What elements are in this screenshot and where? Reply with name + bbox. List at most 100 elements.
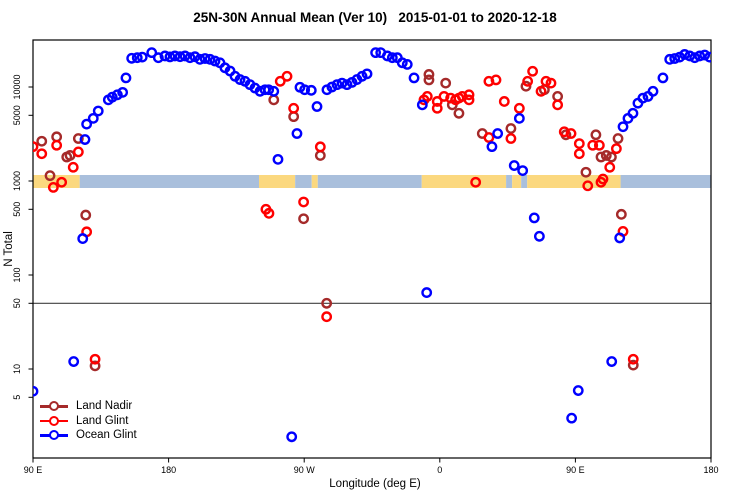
map-band-ocean: [521, 175, 528, 188]
data-point: [587, 139, 599, 151]
data-point: [453, 107, 465, 119]
data-point: [209, 55, 221, 67]
data-point: [684, 50, 696, 62]
data-point: [179, 50, 191, 62]
data-point: [80, 209, 92, 221]
data-point: [263, 84, 275, 96]
data-point: [136, 51, 148, 63]
data-point: [517, 165, 529, 177]
data-point: [298, 196, 309, 208]
data-point: [204, 53, 216, 65]
data-point: [44, 170, 56, 182]
data-point: [263, 207, 275, 219]
data-point: [268, 85, 280, 97]
data-point: [92, 105, 104, 117]
y-tick-label: 10000: [12, 74, 22, 99]
data-point: [463, 89, 475, 101]
data-point: [169, 50, 181, 62]
map-band-ocean: [317, 175, 422, 188]
data-point: [72, 133, 84, 144]
data-point: [146, 47, 158, 59]
data-point: [321, 311, 333, 323]
data-point: [593, 139, 605, 151]
data-point: [36, 148, 48, 160]
data-point: [604, 161, 616, 173]
data-point: [463, 94, 475, 106]
data-point: [305, 84, 317, 96]
y-tick-label: 500: [12, 202, 22, 217]
data-point: [298, 213, 309, 225]
data-point: [72, 146, 84, 158]
data-point: [299, 84, 311, 96]
data-point: [194, 53, 206, 65]
x-tick-label: 180: [703, 465, 718, 475]
data-point: [33, 141, 39, 153]
x-tick-label: 90 W: [294, 465, 316, 475]
data-point: [679, 49, 691, 60]
data-point: [566, 412, 578, 424]
data-point: [552, 91, 564, 102]
data-point: [535, 85, 547, 97]
data-point: [272, 153, 284, 165]
data-point: [291, 128, 303, 139]
data-point: [694, 50, 706, 62]
data-point: [286, 431, 298, 443]
data-point: [174, 51, 186, 63]
map-band-land: [311, 175, 318, 188]
data-point: [513, 112, 525, 124]
series-ocean-glint: [33, 47, 711, 443]
data-point: [234, 74, 246, 85]
data-point: [288, 102, 300, 114]
data-point: [336, 77, 348, 89]
legend-label: Ocean Glint: [76, 429, 137, 442]
plot-frame: [32, 39, 712, 459]
y-tick-label: 5: [12, 395, 22, 400]
data-point: [483, 132, 495, 143]
data-point: [311, 101, 323, 112]
series-land-nadir: [36, 69, 639, 372]
data-point: [421, 287, 433, 298]
y-tick-label: 100: [12, 267, 22, 282]
data-point: [131, 52, 143, 64]
map-band-ocean: [295, 175, 312, 188]
data-point: [423, 74, 435, 86]
map-band-ocean: [79, 175, 259, 188]
data-point: [331, 79, 343, 91]
data-point: [545, 77, 557, 89]
data-point: [704, 51, 711, 63]
data-point: [632, 97, 644, 109]
data-point: [314, 141, 326, 153]
data-point: [120, 72, 132, 84]
data-point: [513, 102, 525, 114]
data-point: [159, 50, 171, 62]
land-nadir-marker-icon: [40, 399, 68, 413]
data-point: [486, 141, 498, 153]
data-point: [89, 360, 101, 372]
data-point: [68, 356, 80, 367]
data-point: [401, 58, 413, 70]
data-point: [612, 133, 624, 144]
data-point: [492, 128, 504, 139]
data-point: [67, 161, 79, 173]
data-point: [664, 53, 676, 65]
data-point: [438, 91, 450, 102]
data-point: [505, 123, 517, 134]
data-point: [87, 112, 99, 124]
data-point: [408, 72, 420, 84]
data-point: [490, 74, 502, 86]
data-point: [423, 69, 435, 80]
land-glint-marker-icon: [40, 414, 68, 428]
x-axis-label: Longitude (deg E): [329, 478, 421, 490]
legend-label: Land Nadir: [76, 400, 133, 412]
data-point: [498, 96, 510, 107]
data-point: [51, 131, 63, 143]
ocean-glint-marker-icon: [40, 428, 68, 442]
legend-item-land-nadir: Land Nadir: [40, 399, 137, 414]
y-axis-label: N Total: [3, 231, 15, 267]
data-point: [595, 151, 607, 163]
data-point: [56, 176, 68, 188]
data-point: [64, 150, 76, 161]
data-point: [637, 92, 649, 104]
data-point: [47, 181, 59, 193]
series-land-glint: [33, 65, 639, 365]
